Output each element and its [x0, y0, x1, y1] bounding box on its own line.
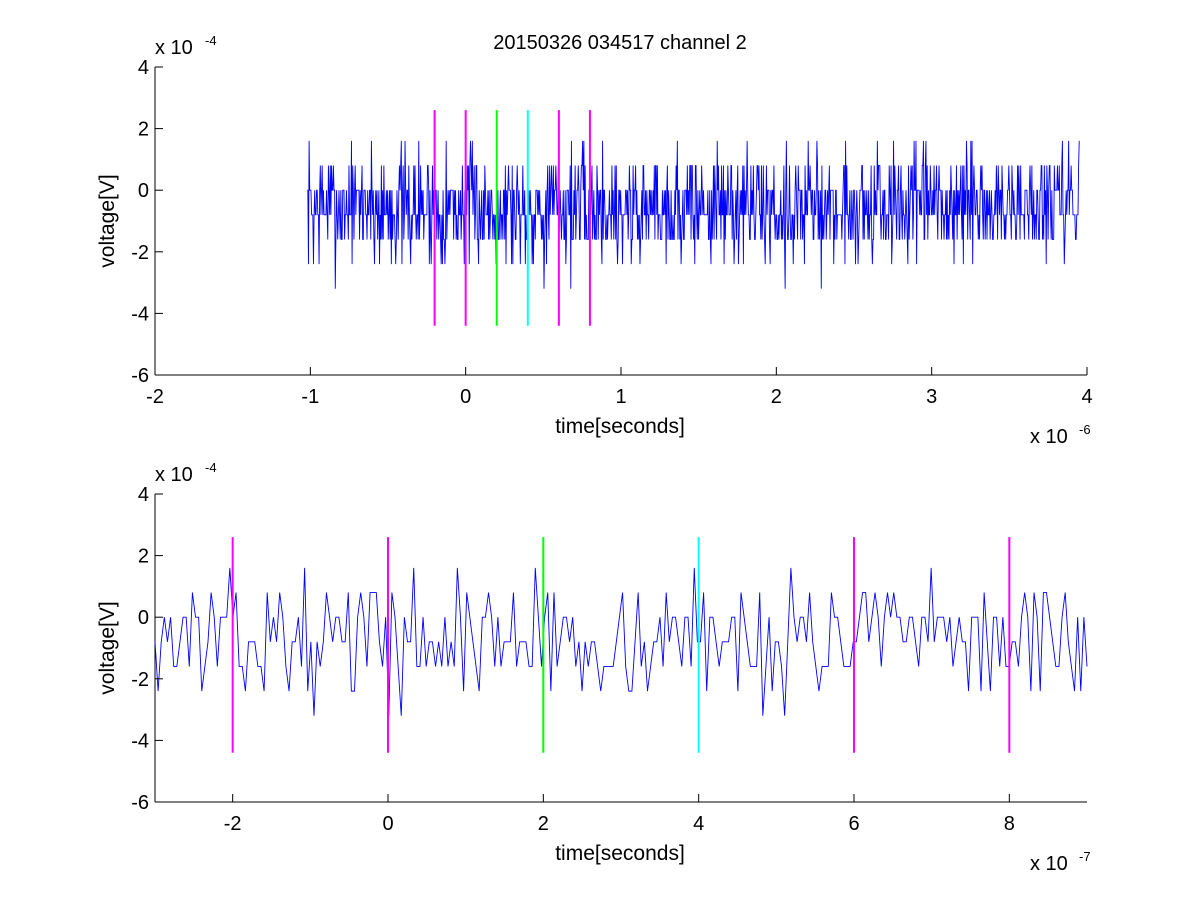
bottom-y-multiplier: x 10 — [155, 464, 193, 486]
top-x-exponent: -6 — [1079, 422, 1091, 437]
bottom-y-axis-label: voltage[V] — [96, 601, 119, 694]
top-x-tick-label: 1 — [615, 386, 626, 408]
bottom-x-tick-label: 0 — [382, 813, 393, 835]
bottom-signal-line — [154, 567, 1088, 716]
bottom-x-tick-label: -2 — [224, 813, 242, 835]
top-y-tick-label: -2 — [131, 242, 149, 264]
bottom-x-tick-label: 4 — [693, 813, 704, 835]
top-x-axis-label: time[seconds] — [555, 415, 685, 438]
top-y-exponent: -4 — [205, 33, 217, 48]
top-panel: -2 -1 0 1 2 3 4 -6 -4 -2 0 2 4 time[seconds] voltage[V… — [96, 33, 1093, 448]
top-y-tick-label: 4 — [138, 57, 149, 79]
bottom-y-tick-label: 0 — [138, 607, 149, 629]
bottom-panel: -2 0 2 4 6 8 -6 -4 -2 0 2 4 time[seconds] voltage[V] x… — [96, 460, 1091, 875]
bottom-y-tick-label: 4 — [138, 484, 149, 506]
top-y-tick-label: 0 — [138, 180, 149, 202]
top-x-tick-label: -2 — [146, 386, 164, 408]
top-x-tick-label: 0 — [460, 386, 471, 408]
bottom-x-tick-label: 2 — [538, 813, 549, 835]
bottom-y-tick-label: -4 — [131, 730, 149, 752]
bottom-x-tick-label: 6 — [848, 813, 859, 835]
bottom-x-multiplier: x 10 — [1030, 853, 1068, 875]
bottom-y-tick-label: 2 — [138, 546, 149, 568]
bottom-y-tick-label: -2 — [131, 669, 149, 691]
bottom-y-exponent: -4 — [205, 460, 217, 475]
bottom-y-tick-label: -6 — [131, 792, 149, 814]
top-signal-line — [307, 140, 1080, 289]
bottom-x-tick-label: 8 — [1004, 813, 1015, 835]
top-x-tick-label: 2 — [771, 386, 782, 408]
top-y-tick-label: -6 — [131, 365, 149, 387]
top-x-tick-label: 3 — [926, 386, 937, 408]
bottom-x-exponent: -7 — [1079, 849, 1091, 864]
top-y-multiplier: x 10 — [155, 37, 193, 59]
figure-title: 20150326 034517 channel 2 — [493, 32, 747, 54]
top-x-multiplier: x 10 — [1030, 426, 1068, 448]
top-y-tick-label: -4 — [131, 303, 149, 325]
top-x-tick-label: 4 — [1081, 386, 1092, 408]
top-x-tick-label: -1 — [301, 386, 319, 408]
bottom-x-axis-label: time[seconds] — [555, 842, 685, 865]
top-y-tick-label: 2 — [138, 119, 149, 141]
top-y-axis-label: voltage[V] — [96, 174, 119, 267]
